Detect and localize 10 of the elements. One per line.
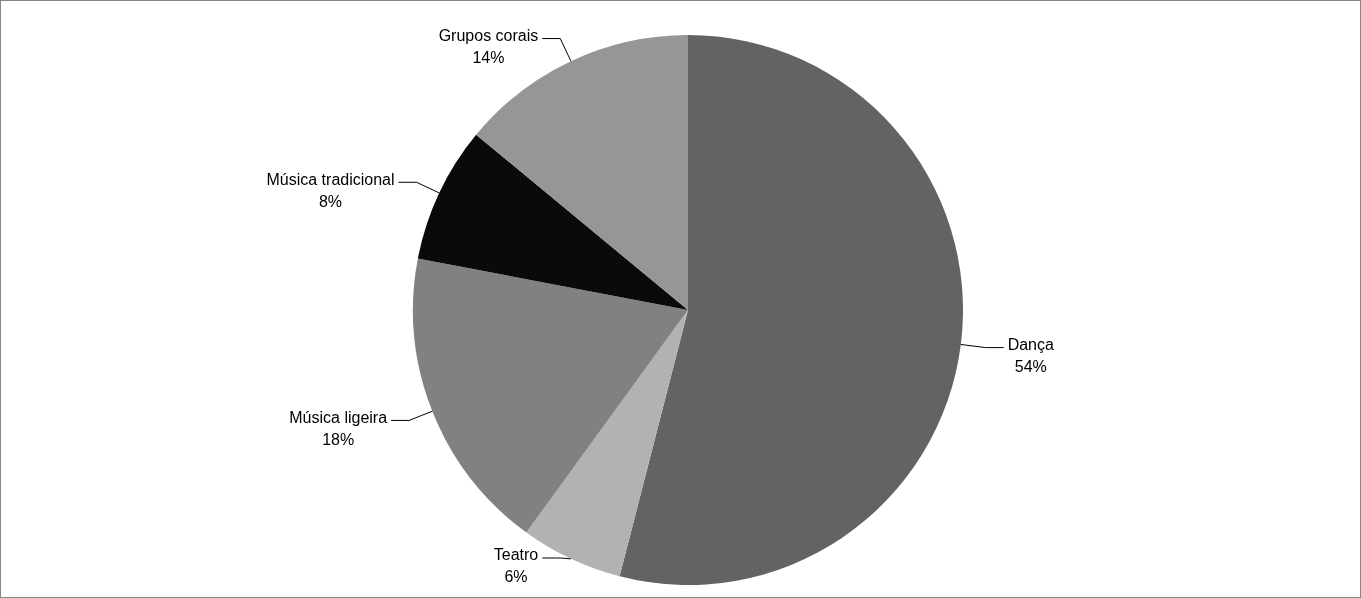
slice-label: Música tradicional (266, 170, 395, 188)
data-label: 54% (1014, 358, 1047, 376)
data-label: 8% (318, 192, 343, 210)
data-label: 18% (322, 430, 355, 448)
slice-label: Dança (1007, 336, 1054, 354)
data-label: 14% (472, 48, 505, 66)
slice-label: Grupos corais (438, 26, 539, 44)
data-label: 6% (504, 568, 528, 586)
slice-label: Música ligeira (289, 408, 388, 426)
slice-label: Teatro (493, 546, 539, 564)
